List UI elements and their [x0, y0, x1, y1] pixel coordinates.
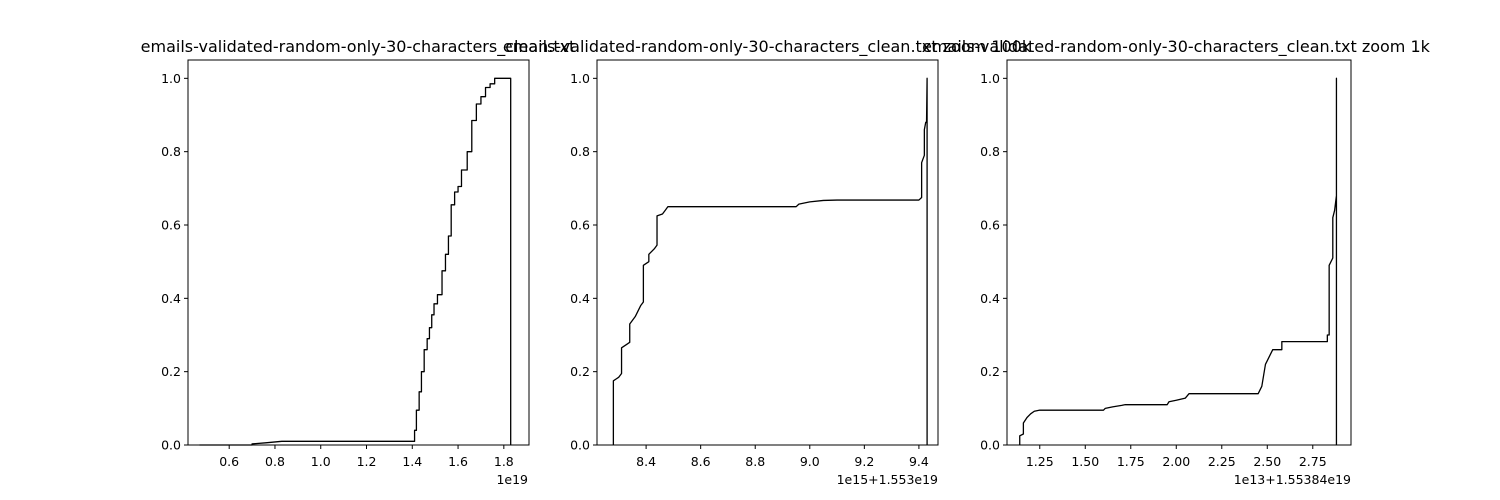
x-tick-label: 2.25: [1208, 454, 1236, 469]
plot-frame: [596, 59, 939, 446]
subplot-2-title: emails-validated-random-only-30-characte…: [503, 37, 1032, 57]
x-tick-label: 1.50: [1071, 454, 1099, 469]
y-tick-label: 0.6: [980, 218, 1000, 233]
x-tick-label: 8.6: [691, 454, 711, 469]
y-tick-label: 0.8: [161, 144, 181, 159]
x-tick-label: 2.75: [1299, 454, 1327, 469]
y-tick-label: 0.8: [980, 144, 1000, 159]
y-tick-label: 0.2: [570, 364, 590, 379]
x-tick-label: 2.50: [1253, 454, 1281, 469]
y-tick-label: 0.8: [570, 144, 590, 159]
subplot-2: emails-validated-random-only-30-characte…: [503, 37, 1032, 487]
y-tick-label: 0.0: [161, 438, 181, 453]
x-tick-label: 9.2: [854, 454, 874, 469]
subplot-3-title: emails-validated-random-only-30-characte…: [922, 37, 1431, 57]
x-tick-label: 0.6: [219, 454, 239, 469]
x-tick-label: 1.6: [448, 454, 468, 469]
subplot-1-x-offset: 1e19: [496, 472, 528, 487]
subplot-1-title: emails-validated-random-only-30-characte…: [141, 37, 576, 57]
y-tick-label: 0.4: [980, 291, 1000, 306]
x-tick-label: 1.25: [1026, 454, 1054, 469]
x-tick-label: 1.8: [494, 454, 514, 469]
subplot-1: emails-validated-random-only-30-characte…: [141, 37, 576, 487]
y-tick-label: 0.2: [161, 364, 181, 379]
x-tick-label: 1.4: [402, 454, 422, 469]
x-tick-label: 8.8: [745, 454, 765, 469]
x-tick-label: 2.00: [1162, 454, 1190, 469]
plot-frame: [1006, 59, 1352, 446]
cdf-line: [612, 77, 928, 445]
y-tick-label: 1.0: [570, 71, 590, 86]
y-tick-label: 0.0: [570, 438, 590, 453]
subplot-3: emails-validated-random-only-30-characte…: [922, 37, 1431, 487]
x-tick-label: 1.2: [357, 454, 377, 469]
x-tick-label: 8.4: [636, 454, 656, 469]
x-tick-label: 1.75: [1117, 454, 1145, 469]
y-tick-label: 0.4: [161, 291, 181, 306]
x-tick-label: 9.0: [800, 454, 820, 469]
y-tick-label: 0.6: [161, 218, 181, 233]
cdf-line: [1019, 77, 1338, 445]
y-tick-label: 0.2: [980, 364, 1000, 379]
y-tick-label: 1.0: [980, 71, 1000, 86]
y-tick-label: 0.6: [570, 218, 590, 233]
x-tick-label: 0.8: [265, 454, 285, 469]
cdf-line: [199, 77, 512, 446]
x-tick-label: 1.0: [311, 454, 331, 469]
y-tick-label: 0.0: [980, 438, 1000, 453]
plot-frame: [187, 59, 530, 446]
subplot-2-x-offset: 1e15+1.553e19: [837, 472, 938, 487]
y-tick-label: 1.0: [161, 71, 181, 86]
x-tick-label: 9.4: [909, 454, 929, 469]
y-tick-label: 0.4: [570, 291, 590, 306]
subplot-3-x-offset: 1e13+1.55384e19: [1234, 472, 1351, 487]
